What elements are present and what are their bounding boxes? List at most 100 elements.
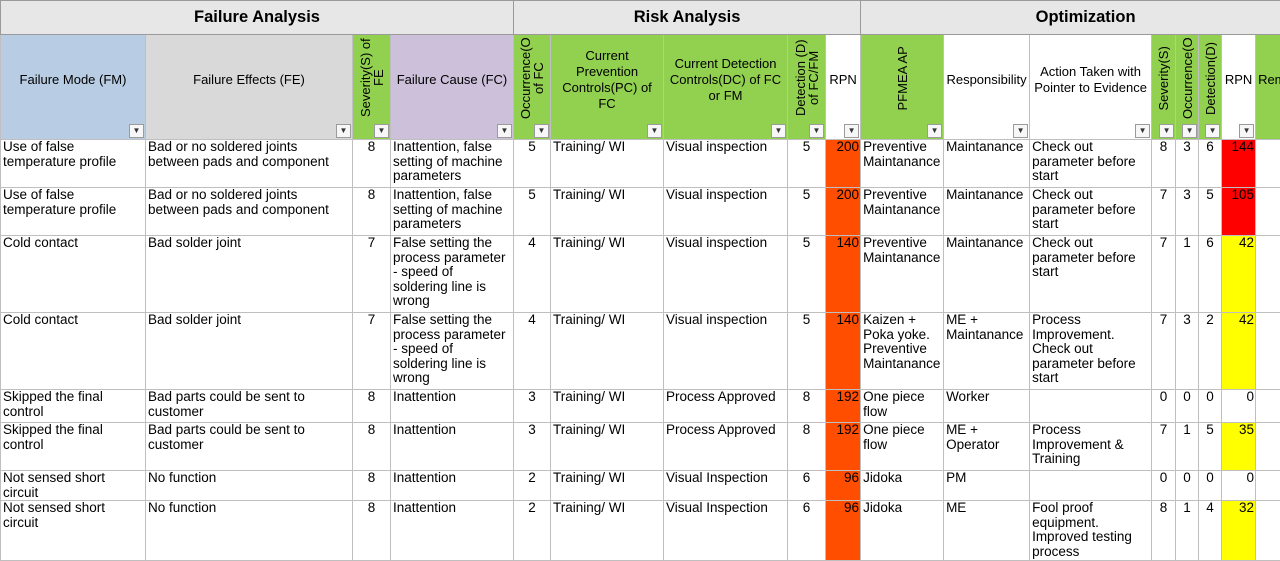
cell-detection-2[interactable]: 0 xyxy=(1199,390,1222,423)
cell-responsibility[interactable]: Maintanance xyxy=(944,140,1030,188)
cell-detection-controls[interactable]: Visual Inspection xyxy=(664,501,788,561)
cell-failure-cause[interactable]: Inattention xyxy=(391,501,514,561)
cell-failure-effects[interactable]: Bad solder joint xyxy=(146,313,353,390)
cell-detection-controls[interactable]: Process Approved xyxy=(664,423,788,471)
cell-action-taken[interactable]: Process Improvement & Training xyxy=(1030,423,1152,471)
cell-responsibility[interactable]: Worker xyxy=(944,390,1030,423)
filter-dropdown-icon[interactable]: ▼ xyxy=(497,124,512,138)
cell-severity[interactable]: 8 xyxy=(353,501,391,561)
cell-detection[interactable]: 5 xyxy=(788,313,826,390)
cell-action-taken[interactable]: Check out parameter before start xyxy=(1030,188,1152,236)
cell-detection-controls[interactable]: Process Approved xyxy=(664,390,788,423)
header-failure-cause[interactable]: Failure Cause (FC)▼ xyxy=(391,35,514,140)
cell-failure-cause[interactable]: False setting the process parameter - sp… xyxy=(391,236,514,313)
cell-remarks[interactable] xyxy=(1256,423,1280,471)
cell-rpn-2[interactable]: 32 xyxy=(1222,501,1256,561)
cell-detection[interactable]: 5 xyxy=(788,236,826,313)
filter-dropdown-icon[interactable]: ▼ xyxy=(844,124,859,138)
cell-prevention-controls[interactable]: Training/ WI xyxy=(551,423,664,471)
header-severity[interactable]: Severity(S) of FE▼ xyxy=(353,35,391,140)
cell-detection-2[interactable]: 6 xyxy=(1199,140,1222,188)
cell-detection-2[interactable]: 5 xyxy=(1199,188,1222,236)
header-action-taken[interactable]: Action Taken with Pointer to Evidence▼ xyxy=(1030,35,1152,140)
header-occurrence[interactable]: Occurrence(O) of FC▼ xyxy=(514,35,551,140)
cell-rpn-2[interactable]: 42 xyxy=(1222,236,1256,313)
cell-remarks[interactable] xyxy=(1256,471,1280,501)
cell-pfmea-ap[interactable]: One piece flow xyxy=(861,423,944,471)
cell-rpn[interactable]: 200 xyxy=(826,188,861,236)
cell-failure-effects[interactable]: Bad or no soldered joints between pads a… xyxy=(146,188,353,236)
cell-detection-controls[interactable]: Visual inspection xyxy=(664,188,788,236)
filter-dropdown-icon[interactable]: ▼ xyxy=(927,124,942,138)
cell-pfmea-ap[interactable]: Jidoka xyxy=(861,501,944,561)
cell-responsibility[interactable]: ME + Operator xyxy=(944,423,1030,471)
cell-rpn[interactable]: 96 xyxy=(826,501,861,561)
cell-occurrence-2[interactable]: 0 xyxy=(1176,471,1199,501)
cell-occurrence[interactable]: 4 xyxy=(514,313,551,390)
cell-prevention-controls[interactable]: Training/ WI xyxy=(551,313,664,390)
cell-severity-2[interactable]: 8 xyxy=(1152,140,1176,188)
header-pfmea-ap[interactable]: PFMEA AP▼ xyxy=(861,35,944,140)
cell-occurrence[interactable]: 5 xyxy=(514,188,551,236)
cell-severity-2[interactable]: 7 xyxy=(1152,188,1176,236)
cell-detection[interactable]: 6 xyxy=(788,471,826,501)
cell-detection-2[interactable]: 6 xyxy=(1199,236,1222,313)
cell-rpn-2[interactable]: 144 xyxy=(1222,140,1256,188)
cell-occurrence-2[interactable]: 3 xyxy=(1176,140,1199,188)
header-failure-effects[interactable]: Failure Effects (FE)▼ xyxy=(146,35,353,140)
cell-severity[interactable]: 8 xyxy=(353,188,391,236)
cell-occurrence-2[interactable]: 1 xyxy=(1176,236,1199,313)
cell-rpn[interactable]: 140 xyxy=(826,236,861,313)
cell-failure-cause[interactable]: False setting the process parameter - sp… xyxy=(391,313,514,390)
filter-dropdown-icon[interactable]: ▼ xyxy=(534,124,549,138)
cell-occurrence-2[interactable]: 3 xyxy=(1176,188,1199,236)
cell-rpn[interactable]: 140 xyxy=(826,313,861,390)
cell-severity[interactable]: 8 xyxy=(353,140,391,188)
cell-rpn-2[interactable]: 105 xyxy=(1222,188,1256,236)
cell-remarks[interactable] xyxy=(1256,236,1280,313)
cell-occurrence[interactable]: 2 xyxy=(514,471,551,501)
cell-action-taken[interactable]: Fool proof equipment. Improved testing p… xyxy=(1030,501,1152,561)
cell-action-taken[interactable]: Check out parameter before start xyxy=(1030,236,1152,313)
cell-detection-2[interactable]: 0 xyxy=(1199,471,1222,501)
cell-detection[interactable]: 5 xyxy=(788,188,826,236)
cell-severity-2[interactable]: 7 xyxy=(1152,313,1176,390)
cell-rpn[interactable]: 200 xyxy=(826,140,861,188)
cell-severity[interactable]: 7 xyxy=(353,236,391,313)
cell-occurrence-2[interactable]: 0 xyxy=(1176,390,1199,423)
cell-prevention-controls[interactable]: Training/ WI xyxy=(551,390,664,423)
cell-pfmea-ap[interactable]: One piece flow xyxy=(861,390,944,423)
cell-action-taken[interactable]: Process Improvement. Check out parameter… xyxy=(1030,313,1152,390)
cell-severity-2[interactable]: 7 xyxy=(1152,236,1176,313)
cell-occurrence[interactable]: 5 xyxy=(514,140,551,188)
cell-detection-2[interactable]: 2 xyxy=(1199,313,1222,390)
header-occurrence-2[interactable]: Occurrence(O)▼ xyxy=(1176,35,1199,140)
cell-failure-cause[interactable]: Inattention xyxy=(391,390,514,423)
filter-dropdown-icon[interactable]: ▼ xyxy=(1159,124,1174,138)
cell-occurrence-2[interactable]: 1 xyxy=(1176,501,1199,561)
cell-failure-mode[interactable]: Not sensed short circuit xyxy=(1,501,146,561)
filter-dropdown-icon[interactable]: ▼ xyxy=(129,124,144,138)
filter-dropdown-icon[interactable]: ▼ xyxy=(809,124,824,138)
cell-rpn[interactable]: 192 xyxy=(826,423,861,471)
cell-severity-2[interactable]: 0 xyxy=(1152,471,1176,501)
filter-dropdown-icon[interactable]: ▼ xyxy=(1182,124,1197,138)
filter-dropdown-icon[interactable]: ▼ xyxy=(647,124,662,138)
cell-responsibility[interactable]: ME xyxy=(944,501,1030,561)
cell-occurrence[interactable]: 3 xyxy=(514,390,551,423)
header-responsibility[interactable]: Responsibility▼ xyxy=(944,35,1030,140)
filter-dropdown-icon[interactable]: ▼ xyxy=(1239,124,1254,138)
header-rpn-2[interactable]: RPN▼ xyxy=(1222,35,1256,140)
cell-failure-cause[interactable]: Inattention, false setting of machine pa… xyxy=(391,188,514,236)
cell-rpn[interactable]: 192 xyxy=(826,390,861,423)
cell-prevention-controls[interactable]: Training/ WI xyxy=(551,188,664,236)
cell-detection-2[interactable]: 4 xyxy=(1199,501,1222,561)
cell-failure-cause[interactable]: Inattention xyxy=(391,423,514,471)
cell-detection[interactable]: 8 xyxy=(788,423,826,471)
cell-detection-controls[interactable]: Visual inspection xyxy=(664,313,788,390)
cell-failure-effects[interactable]: Bad parts could be sent to customer xyxy=(146,423,353,471)
cell-responsibility[interactable]: Maintanance xyxy=(944,188,1030,236)
cell-failure-effects[interactable]: Bad parts could be sent to customer xyxy=(146,390,353,423)
cell-rpn[interactable]: 96 xyxy=(826,471,861,501)
cell-failure-mode[interactable]: Skipped the final control xyxy=(1,390,146,423)
